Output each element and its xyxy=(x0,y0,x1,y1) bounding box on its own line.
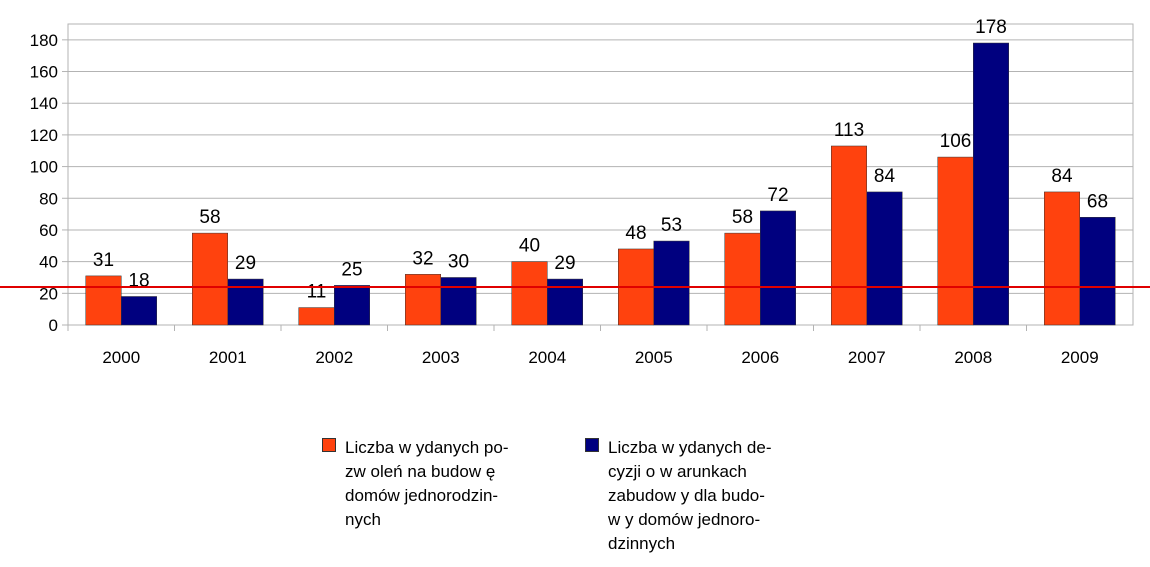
y-tick-label: 100 xyxy=(30,158,58,177)
x-tick-label: 2005 xyxy=(635,348,673,367)
bar xyxy=(760,210,796,326)
bar xyxy=(334,285,370,326)
bar xyxy=(440,277,477,326)
x-tick-label: 2000 xyxy=(102,348,140,367)
x-tick-label: 2008 xyxy=(954,348,992,367)
x-tick-label: 2004 xyxy=(528,348,566,367)
value-label: 11 xyxy=(307,282,327,303)
bar xyxy=(1044,191,1080,326)
x-tick-label: 2006 xyxy=(741,348,779,367)
y-tick-label: 120 xyxy=(30,126,58,145)
bar xyxy=(653,240,690,326)
value-label: 29 xyxy=(554,253,575,274)
legend-label: Liczba w ydanych po- zw oleń na budow ę … xyxy=(345,438,509,529)
y-tick-label: 60 xyxy=(39,221,58,240)
legend-label: Liczba w ydanych de- cyzji o w arunkach … xyxy=(608,438,772,553)
x-tick-label: 2007 xyxy=(848,348,886,367)
bar xyxy=(937,156,974,326)
value-label: 72 xyxy=(767,185,788,206)
value-label: 30 xyxy=(448,251,469,272)
value-label: 40 xyxy=(519,236,540,257)
value-label: 113 xyxy=(834,120,864,141)
bar xyxy=(866,191,903,326)
bar xyxy=(227,278,264,326)
y-tick-label: 20 xyxy=(39,284,58,303)
value-label: 32 xyxy=(412,248,433,269)
value-label: 25 xyxy=(341,259,362,280)
y-tick-label: 0 xyxy=(49,316,58,335)
bar xyxy=(405,274,441,326)
value-label: 53 xyxy=(661,215,682,236)
x-tick-label: 2009 xyxy=(1061,348,1099,367)
legend-swatch xyxy=(585,438,599,452)
bar xyxy=(547,278,583,326)
y-tick-label: 160 xyxy=(30,63,58,82)
x-tick-label: 2001 xyxy=(209,348,247,367)
y-tick-label: 140 xyxy=(30,94,58,113)
value-label: 58 xyxy=(199,207,220,228)
x-tick-label: 2003 xyxy=(422,348,460,367)
x-tick-label: 2002 xyxy=(315,348,353,367)
y-tick-label: 180 xyxy=(30,31,58,50)
bar xyxy=(831,145,867,326)
value-label: 18 xyxy=(128,270,149,291)
bar xyxy=(511,261,548,326)
y-tick-label: 80 xyxy=(39,189,58,208)
legend-swatch xyxy=(322,438,336,452)
bar xyxy=(1079,217,1116,326)
value-label: 178 xyxy=(975,17,1007,38)
bar xyxy=(724,232,761,326)
value-label: 68 xyxy=(1087,191,1108,212)
y-tick-label: 40 xyxy=(39,253,58,272)
value-label: 29 xyxy=(235,253,256,274)
bar xyxy=(192,232,228,326)
bar xyxy=(85,275,122,326)
value-label: 84 xyxy=(1051,166,1073,187)
value-label: 31 xyxy=(93,250,114,271)
value-label: 106 xyxy=(940,131,972,152)
value-label: 48 xyxy=(625,223,646,244)
value-label: 84 xyxy=(874,166,896,187)
value-label: 58 xyxy=(732,207,753,228)
bar xyxy=(973,42,1009,326)
bar xyxy=(121,296,157,326)
bar xyxy=(298,307,335,326)
